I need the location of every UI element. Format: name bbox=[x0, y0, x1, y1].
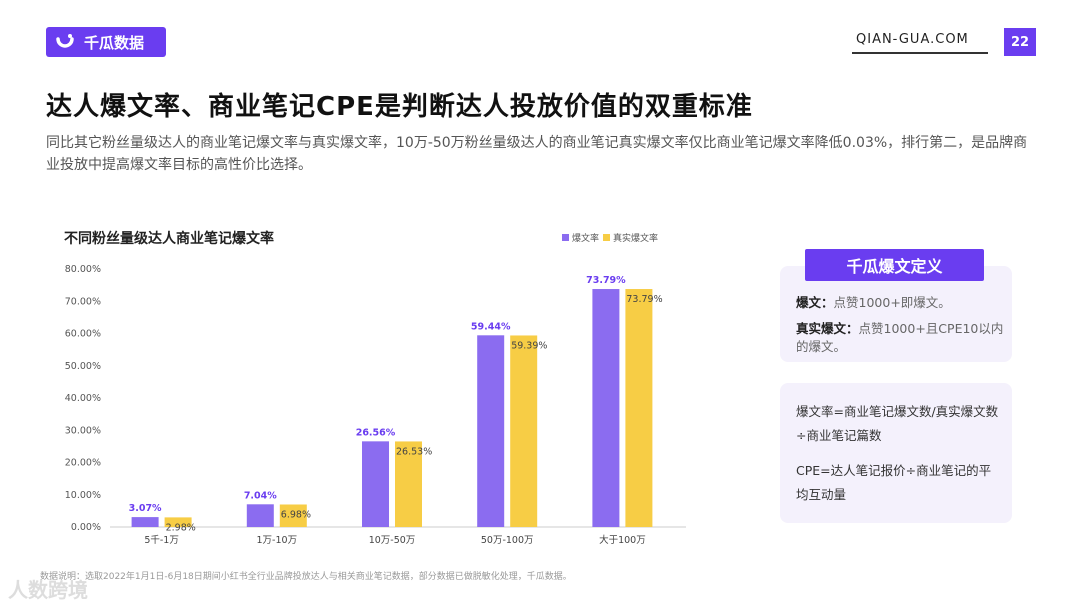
x-tick-label: 大于100万 bbox=[599, 534, 646, 546]
definition-text: 点赞1000+即爆文。 bbox=[833, 295, 951, 310]
x-tick-label: 5千-1万 bbox=[144, 535, 179, 546]
y-tick-label: 0.00% bbox=[71, 522, 101, 533]
data-label: 59.44% bbox=[471, 321, 511, 332]
y-tick-label: 10.00% bbox=[65, 490, 101, 501]
y-tick-label: 80.00% bbox=[65, 264, 101, 275]
formula-line: 爆文率=商业笔记爆文数/真实爆文数÷商业笔记篇数 bbox=[796, 404, 999, 443]
bar-真实爆文率 bbox=[279, 504, 307, 527]
brand-logo-icon bbox=[56, 34, 74, 48]
y-tick-label: 20.00% bbox=[65, 458, 101, 469]
chart-title: 不同粉丝量级达人商业笔记爆文率 bbox=[64, 231, 274, 247]
legend-swatch bbox=[603, 234, 611, 241]
definition-term: 真实爆文： bbox=[796, 321, 859, 336]
data-label: 73.79% bbox=[586, 275, 626, 286]
data-label: 3.07% bbox=[129, 503, 162, 514]
page-title: 达人爆文率、商业笔记CPE是判断达人投放价值的双重标准 bbox=[46, 92, 753, 122]
y-tick-label: 30.00% bbox=[65, 425, 101, 436]
legend-label: 爆文率 bbox=[572, 234, 600, 244]
bar-爆文率 bbox=[362, 441, 389, 527]
definition-card-heading: 千瓜爆文定义 bbox=[805, 249, 984, 281]
definition-card bbox=[780, 266, 1012, 362]
definition-item: 真实爆文：点赞1000+且CPE10以内的爆文。 bbox=[796, 320, 1006, 356]
definition-term: 爆文： bbox=[796, 295, 834, 310]
formula-card bbox=[780, 383, 1012, 523]
legend-swatch bbox=[562, 234, 569, 241]
site-underline bbox=[852, 52, 988, 54]
bar-爆文率 bbox=[131, 517, 159, 527]
bar-爆文率 bbox=[477, 335, 505, 527]
x-tick-label: 1万-10万 bbox=[257, 535, 298, 546]
brand-logo: 千瓜数据 bbox=[46, 27, 166, 57]
bar-真实爆文率 bbox=[625, 289, 653, 527]
data-label: 26.56% bbox=[356, 427, 396, 438]
page-number: 22 bbox=[1004, 28, 1036, 56]
legend-label: 真实爆文率 bbox=[613, 234, 659, 244]
bar-真实爆文率 bbox=[395, 441, 422, 527]
bar-爆文率 bbox=[246, 504, 274, 527]
data-label: 6.98% bbox=[281, 509, 311, 520]
x-tick-label: 50万-100万 bbox=[481, 535, 534, 546]
x-tick-label: 10万-50万 bbox=[369, 535, 416, 546]
data-label: 2.98% bbox=[166, 522, 196, 533]
watermark: 人数跨境 bbox=[8, 578, 88, 602]
data-source-note: 数据说明：选取2022年1月1日-6月18日期间小红书全行业品牌投放达人与相关商… bbox=[40, 572, 572, 582]
legend-item-series-2: 真实爆文率 bbox=[603, 231, 658, 244]
definition-item: 爆文：点赞1000+即爆文。 bbox=[796, 294, 1006, 312]
formula-line: CPE=达人笔记报价÷商业笔记的平均互动量 bbox=[796, 463, 992, 502]
page-description: 同比其它粉丝量级达人的商业笔记爆文率与真实爆文率，10万-50万粉丝量级达人的商… bbox=[46, 135, 1028, 173]
data-label: 7.04% bbox=[244, 490, 277, 501]
definition-text: 点赞1000+且CPE10以内的爆文。 bbox=[796, 321, 1004, 354]
chart-legend: 爆文率 真实爆文率 bbox=[562, 231, 662, 244]
data-label: 73.79% bbox=[626, 294, 662, 305]
data-label: 26.53% bbox=[396, 446, 432, 457]
bar-真实爆文率 bbox=[164, 517, 192, 527]
bar-真实爆文率 bbox=[510, 335, 538, 527]
y-tick-label: 70.00% bbox=[65, 296, 101, 307]
y-tick-label: 40.00% bbox=[65, 393, 101, 404]
y-tick-label: 50.00% bbox=[65, 361, 101, 372]
y-tick-label: 60.00% bbox=[65, 329, 101, 340]
data-label: 59.39% bbox=[511, 340, 547, 351]
bar-爆文率 bbox=[592, 289, 620, 527]
site-url: QIAN-GUA.COM bbox=[856, 32, 969, 47]
brand-name: 千瓜数据 bbox=[84, 33, 145, 52]
legend-item-series-1: 爆文率 bbox=[562, 231, 599, 244]
